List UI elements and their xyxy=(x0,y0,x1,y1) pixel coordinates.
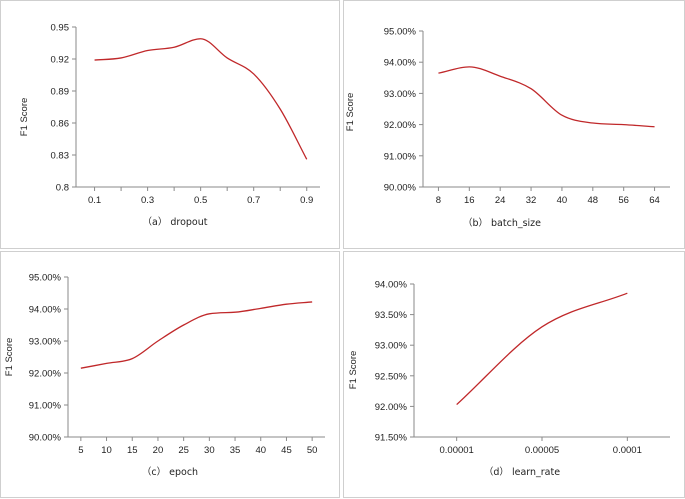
panel-b-y-tick-label: 94.00% xyxy=(384,58,417,69)
panel-a-y-tick-label: 0.86 xyxy=(51,119,70,130)
panel-b-x-tick-label: 64 xyxy=(649,195,660,206)
panel-b-x-tick-label: 32 xyxy=(526,195,537,206)
panel-c-series-line xyxy=(80,301,313,369)
panel-d-x-tick-label: 0.00001 xyxy=(439,445,473,456)
panel-a-x-tick-label: 0.9 xyxy=(300,195,313,206)
panel-d-y-tick-label: 93.50% xyxy=(375,310,408,321)
panel-d-y-tick-label: 94.00% xyxy=(375,280,408,291)
panel-d-y-axis-label: F1 Score xyxy=(348,351,359,390)
panel-d-y-ticks: 91.50% 92.00% 92.50% 93.00% 93.50% 94.00% xyxy=(375,280,414,444)
panel-b-y-tick-label: 95.00% xyxy=(384,27,417,38)
panel-b-y-tick-label: 90.00% xyxy=(384,183,417,194)
panel-c-y-tick-label: 94.00% xyxy=(29,305,62,316)
panel-d-x-ticks: 0.00001 0.00005 0.0001 xyxy=(439,437,642,456)
panel-a-y-tick-label: 0.89 xyxy=(51,87,70,98)
panel-c-y-ticks: 90.00% 91.00% 92.00% 93.00% 94.00% 95.00% xyxy=(29,273,68,444)
panel-a-series-line xyxy=(94,38,308,160)
panel-c-y-tick-label: 90.00% xyxy=(29,433,62,444)
panel-c-y-tick-label: 91.00% xyxy=(29,401,62,412)
panel-b: F1 Score 90.00%91.00%92.00%93.00%94.00%9… xyxy=(343,0,685,249)
panel-b-x-tick-label: 16 xyxy=(464,195,475,206)
panel-c-y-tick-label: 95.00% xyxy=(29,273,62,284)
panel-a-x-tick-label: 0.5 xyxy=(194,195,207,206)
panel-c-axes xyxy=(67,277,325,438)
panel-c-caption: （c） epoch xyxy=(142,466,198,478)
panel-a-x-ticks: 0.1 0.3 0.5 0.7 0.9 xyxy=(88,187,313,206)
panel-c-x-tick-label: 20 xyxy=(153,445,164,456)
panel-a-x-tick-label: 0.3 xyxy=(141,195,154,206)
panel-c-y-tick-label: 92.00% xyxy=(29,369,62,380)
panel-a-y-tick-label: 0.8 xyxy=(56,183,69,194)
panel-a-caption: （a） dropout xyxy=(143,216,208,228)
panel-b-y-ticks: 90.00% 91.00% 92.00% 93.00% 94.00% 95.00% xyxy=(384,27,423,194)
panel-c-x-tick-label: 10 xyxy=(101,445,112,456)
panel-a-axes xyxy=(75,27,320,188)
panel-b-axes xyxy=(422,31,670,188)
panel-b-y-tick-label: 93.00% xyxy=(384,89,417,100)
panel-a-frame xyxy=(0,0,340,249)
panel-c: F1 Score 90.00%91.00%92.00%93.00%94.00%9… xyxy=(0,251,340,498)
panel-b-caption: （b） batch_size xyxy=(463,217,541,229)
panel-c-x-tick-label: 40 xyxy=(255,445,266,456)
panel-a-y-tick-label: 0.95 xyxy=(51,23,70,34)
panel-d-y-tick-label: 92.50% xyxy=(375,371,408,382)
panel-d-axes xyxy=(413,284,670,438)
panel-c-x-tick-label: 15 xyxy=(127,445,138,456)
panel-b-x-tick-label: 40 xyxy=(557,195,568,206)
panel-d-y-tick-label: 93.00% xyxy=(375,341,408,352)
panel-b-x-tick-label: 48 xyxy=(588,195,599,206)
panel-a-x-tick-label: 0.7 xyxy=(247,195,260,206)
panel-d-caption: （d） learn_rate xyxy=(484,466,560,478)
panel-d-series-line xyxy=(456,292,628,406)
panel-a-y-tick-label: 0.92 xyxy=(51,55,70,66)
panel-b-y-tick-label: 92.00% xyxy=(384,120,417,131)
panel-d-x-tick-label: 0.0001 xyxy=(613,445,642,456)
panel-c-x-tick-label: 5 xyxy=(78,445,83,456)
panel-c-x-tick-label: 50 xyxy=(307,445,318,456)
panel-a-x-tick-label: 0.1 xyxy=(88,195,101,206)
panel-a: F1 Score 0.80.830.860.890.920.95 0.1 0.3 0… xyxy=(0,0,340,249)
panel-b-y-axis-label: F1 Score xyxy=(345,93,356,132)
panel-c-y-axis-label: F1 Score xyxy=(4,338,15,377)
panel-b-x-tick-label: 56 xyxy=(618,195,629,206)
panel-c-y-tick-label: 93.00% xyxy=(29,337,62,348)
panel-a-y-axis-label: F1 Score xyxy=(19,98,30,137)
panel-a-y-ticks: 0.8 0.83 0.86 0.89 0.92 0.95 xyxy=(51,23,76,194)
panel-c-frame xyxy=(0,251,340,498)
panel-c-x-tick-label: 35 xyxy=(230,445,241,456)
panel-d-y-tick-label: 91.50% xyxy=(375,433,408,444)
panel-b-x-tick-label: 24 xyxy=(495,195,506,206)
panel-c-x-tick-label: 25 xyxy=(178,445,189,456)
panel-b-x-tick-label: 8 xyxy=(436,195,441,206)
panel-b-series-line xyxy=(438,66,655,128)
panel-c-x-tick-label: 30 xyxy=(204,445,215,456)
panel-b-y-tick-label: 91.00% xyxy=(384,151,417,162)
panel-d: F1 Score 91.50%92.00%92.50%93.00%93.50%9… xyxy=(343,251,685,498)
panel-c-x-tick-label: 45 xyxy=(281,445,292,456)
panel-d-x-tick-label: 0.00005 xyxy=(525,445,559,456)
panel-d-y-tick-label: 92.00% xyxy=(375,402,408,413)
panel-c-x-ticks: 5 10 15 20 25 30 35 40 45 50 xyxy=(78,437,317,456)
panel-b-x-ticks: 8 16 24 32 40 48 56 64 xyxy=(436,187,660,206)
panel-a-y-tick-label: 0.83 xyxy=(51,151,70,162)
